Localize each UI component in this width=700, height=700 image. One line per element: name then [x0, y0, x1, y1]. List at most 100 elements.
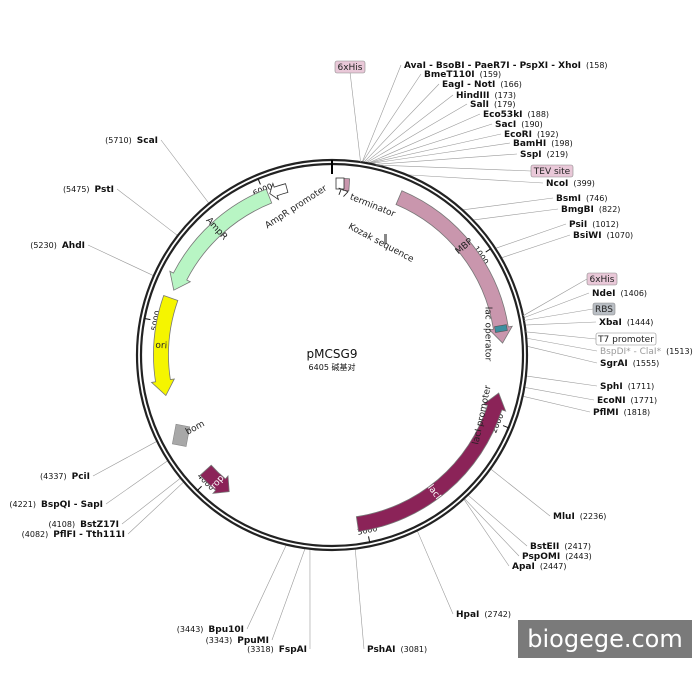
tag-leader — [522, 278, 588, 317]
site-leader — [354, 548, 365, 650]
site-name: SspI — [520, 150, 542, 160]
site-position: (4337) — [40, 472, 67, 481]
site-position: (399) — [573, 179, 595, 188]
site-name: EagI - NotI — [442, 80, 495, 90]
site-name: PflFI - Tth111I — [53, 530, 125, 540]
tag-6xhis-right: 6xHis — [522, 272, 618, 317]
feature-tags: 6xHis TEV site 6xHis RBS T7 promoter — [334, 60, 657, 346]
site-leader — [495, 223, 567, 249]
site-leader — [467, 494, 528, 547]
site-position: (2742) — [484, 610, 511, 619]
site-name: SphI — [600, 382, 623, 392]
site-hpai: HpaI (2742) — [456, 610, 511, 620]
tag-box — [586, 272, 618, 286]
site-leader — [472, 208, 559, 221]
site-position: (1012) — [592, 220, 619, 229]
site-bspqi-sapi: BspQI - SapI (4221) — [9, 500, 103, 510]
feature-label-ori: ori — [155, 341, 167, 352]
site-position: (1070) — [607, 231, 634, 240]
site-leader — [365, 103, 468, 164]
site-name: BspDI* - ClaI* — [600, 347, 662, 357]
site-position: (2236) — [580, 512, 607, 521]
site-position: (190) — [521, 120, 543, 129]
site-bmgbi: BmgBI (822) — [561, 205, 620, 215]
site-name: BmeT110I — [424, 70, 475, 80]
site-position: (3443) — [177, 625, 204, 634]
site-name: SacI — [495, 120, 516, 130]
site-position: (1444) — [627, 318, 654, 327]
site-leader — [87, 244, 154, 277]
site-name: BsiWI — [573, 231, 602, 241]
tag-text: 6xHis — [589, 275, 614, 285]
feature-bom — [171, 423, 191, 447]
tick-mark — [144, 317, 151, 321]
site-leader — [362, 73, 422, 163]
feature-label-t7-terminator: T7 terminator — [334, 187, 396, 220]
tag-6xhis-top: 6xHis — [334, 60, 366, 163]
site-name: PciI — [72, 472, 90, 482]
site-leader — [526, 345, 598, 364]
site-name: PflMI — [593, 408, 619, 418]
site-leader — [367, 113, 481, 164]
site-position: (3318) — [247, 645, 274, 654]
site-name: ApaI — [512, 562, 535, 572]
site-leader — [490, 468, 551, 517]
site-pspomi: PspOMI (2443) — [522, 552, 592, 562]
site-position: (188) — [528, 110, 550, 119]
tag-leader — [349, 71, 361, 163]
site-leader — [271, 548, 306, 641]
site-name: AhdI — [62, 241, 85, 251]
site-leader — [416, 530, 454, 615]
site-position: (2417) — [564, 542, 591, 551]
site-name: BspQI - SapI — [41, 500, 103, 510]
site-name: Eco53kI — [483, 110, 523, 120]
feature-ampr-promoter — [269, 182, 289, 201]
site-name: SgrAI — [600, 359, 628, 369]
site-econi: EcoNI (1771) — [597, 396, 657, 406]
site-scai: ScaI (5710) — [105, 136, 158, 146]
site-leader — [524, 321, 597, 326]
tag-text: T7 promoter — [597, 335, 654, 345]
site-position: (1771) — [631, 396, 658, 405]
site-leader-lines — [87, 64, 598, 650]
site-leader — [463, 498, 520, 557]
site-leader — [105, 460, 169, 505]
site-sali: SalI (179) — [470, 100, 516, 110]
site-leader — [92, 440, 158, 477]
tick-mark — [197, 485, 202, 491]
plasmid-backbone — [135, 158, 529, 552]
feature-lac-operator — [494, 324, 508, 333]
site-ndei: NdeI (1406) — [592, 289, 647, 299]
site-name: FspAI — [279, 645, 307, 655]
site-leader — [406, 174, 544, 184]
site-leader — [522, 395, 591, 413]
site-position: (5475) — [63, 185, 90, 194]
site-mlui: MluI (2236) — [553, 512, 606, 522]
site-leader — [373, 153, 518, 165]
plasmid-name: pMCSG9 — [307, 347, 358, 361]
tag-leader — [525, 331, 597, 340]
site-leader — [363, 83, 440, 163]
site-position: (5230) — [30, 241, 57, 250]
site-name: HpaI — [456, 610, 479, 620]
site-bsmi: BsmI (746) — [556, 194, 607, 204]
site-name: Bpu10I — [208, 625, 244, 635]
plasmid-size: 6405 碱基对 — [309, 362, 356, 372]
site-pflfi-tth111i: PflFI - Tth111I (4082) — [22, 530, 125, 540]
site-bsiwi: BsiWI (1070) — [573, 231, 633, 241]
site-name: SalI — [470, 100, 489, 110]
tag-text: 6xHis — [337, 63, 362, 73]
feature-label-bom: bom — [184, 419, 206, 437]
tick-mark — [368, 536, 371, 543]
site-position: (4108) — [48, 520, 75, 529]
site-apai: ApaI (2447) — [512, 562, 566, 572]
site-name: PpuMI — [237, 636, 269, 646]
site-name: NcoI — [546, 179, 568, 189]
site-avai-bsobi-paer7i-pspxi-xhoi: AvaI - BsoBI - PaeR7I - PspXI - XhoI (158… — [404, 61, 608, 71]
tag-box — [592, 302, 616, 316]
feature-marker-box — [335, 177, 345, 190]
site-bamhi: BamHI (198) — [513, 139, 573, 149]
site-position: (5710) — [105, 136, 132, 145]
tag-rbs: RBS — [523, 302, 616, 321]
